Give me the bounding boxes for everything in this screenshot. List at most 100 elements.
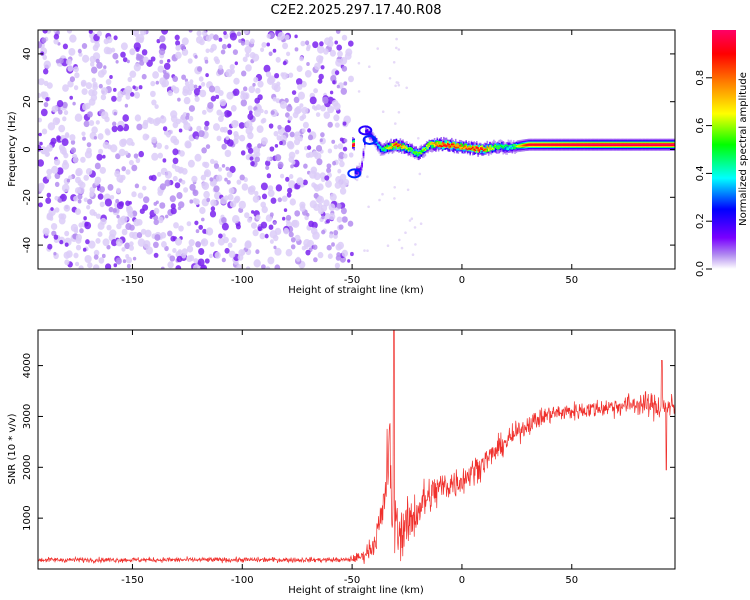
noise-speck [216, 135, 222, 142]
noise-speck [136, 232, 143, 239]
signal-cell [444, 143, 446, 147]
signal-cell [511, 144, 514, 149]
noise-speck [237, 254, 244, 261]
noise-speck [202, 30, 208, 37]
noise-speck [62, 43, 68, 50]
noise-speck [201, 81, 206, 87]
signal-cell [619, 144, 622, 146]
signal-cell [491, 147, 494, 149]
signal-cell [464, 145, 466, 147]
noise-speck [173, 86, 180, 94]
signal-cell [358, 168, 361, 170]
noise-speck [282, 60, 287, 66]
noise-speck [156, 142, 163, 149]
signal-cell [433, 142, 436, 144]
noise-speck [331, 242, 335, 247]
signal-cell [410, 147, 412, 150]
noise-speck [121, 166, 126, 172]
noise-speck [111, 239, 118, 247]
noise-speck [227, 129, 233, 135]
noise-speck [134, 114, 142, 122]
signal-cell [590, 144, 593, 146]
noise-speck [324, 175, 330, 181]
noise-speck [90, 61, 95, 67]
noise-speck [213, 163, 220, 169]
noise-speck [84, 150, 92, 159]
noise-speck [250, 161, 255, 167]
signal-cell [489, 145, 491, 148]
signal-cell [354, 170, 357, 173]
noise-speck [124, 103, 129, 108]
noise-speck [273, 84, 281, 93]
noise-speck [172, 248, 177, 253]
signal-cell [570, 144, 573, 146]
signal-cell [382, 149, 384, 151]
noise-speck [245, 266, 251, 269]
signal-cell [490, 144, 493, 149]
noise-speck [323, 199, 330, 207]
noise-speck [163, 62, 171, 70]
signal-cell [560, 144, 562, 146]
noise-speck [43, 68, 49, 75]
noise-speck [131, 191, 137, 198]
noise-speck [116, 187, 121, 194]
noise-speck [187, 58, 193, 64]
signal-cell [462, 146, 465, 148]
signal-cell [390, 143, 392, 148]
snr-xlabel: Height of straight line (km) [288, 585, 424, 596]
noise-speck [294, 149, 300, 155]
noise-speck [327, 40, 334, 48]
noise-speck [186, 255, 193, 263]
signal-cell [490, 147, 493, 150]
noise-speck [134, 183, 140, 189]
noise-speck [301, 113, 307, 120]
noise-speck [170, 235, 176, 242]
noise-speck [85, 168, 93, 175]
noise-speck [72, 156, 79, 163]
signal-cell [420, 153, 423, 155]
noise-speck [107, 144, 112, 150]
noise-speck [408, 219, 412, 222]
noise-speck [53, 234, 59, 240]
noise-speck [254, 190, 259, 196]
noise-speck [288, 180, 296, 189]
noise-speck [350, 251, 354, 257]
noise-speck [297, 91, 305, 100]
noise-speck [204, 120, 210, 127]
noise-speck [61, 138, 69, 147]
signal-cell [411, 148, 413, 150]
noise-speck [209, 210, 217, 218]
noise-speck [157, 171, 162, 177]
noise-speck [339, 160, 345, 168]
noise-speck [153, 201, 158, 206]
signal-cell [454, 147, 457, 149]
signal-cell [540, 144, 543, 146]
noise-speck [203, 190, 210, 199]
noise-speck [94, 162, 101, 170]
noise-speck [295, 106, 302, 114]
signal-cell [640, 144, 643, 146]
noise-speck [61, 183, 70, 193]
noise-speck [69, 34, 77, 43]
noise-speck [220, 49, 226, 55]
noise-speck [252, 195, 260, 203]
noise-speck [326, 167, 332, 174]
signal-cell [511, 146, 514, 150]
noise-speck [122, 259, 127, 264]
noise-speck [233, 120, 239, 126]
noise-speck [194, 198, 200, 206]
noise-speck [185, 115, 190, 120]
noise-speck [122, 57, 128, 63]
noise-speck [181, 74, 187, 80]
noise-speck [193, 84, 198, 89]
signal-cell [476, 147, 478, 149]
noise-speck [192, 264, 201, 269]
noise-speck [120, 42, 128, 51]
noise-speck [51, 105, 58, 113]
noise-speck [55, 59, 60, 64]
noise-speck [62, 101, 68, 109]
signal-cell [412, 151, 415, 153]
noise-speck [287, 115, 293, 121]
noise-speck [160, 266, 165, 269]
signal-cell [423, 147, 425, 149]
